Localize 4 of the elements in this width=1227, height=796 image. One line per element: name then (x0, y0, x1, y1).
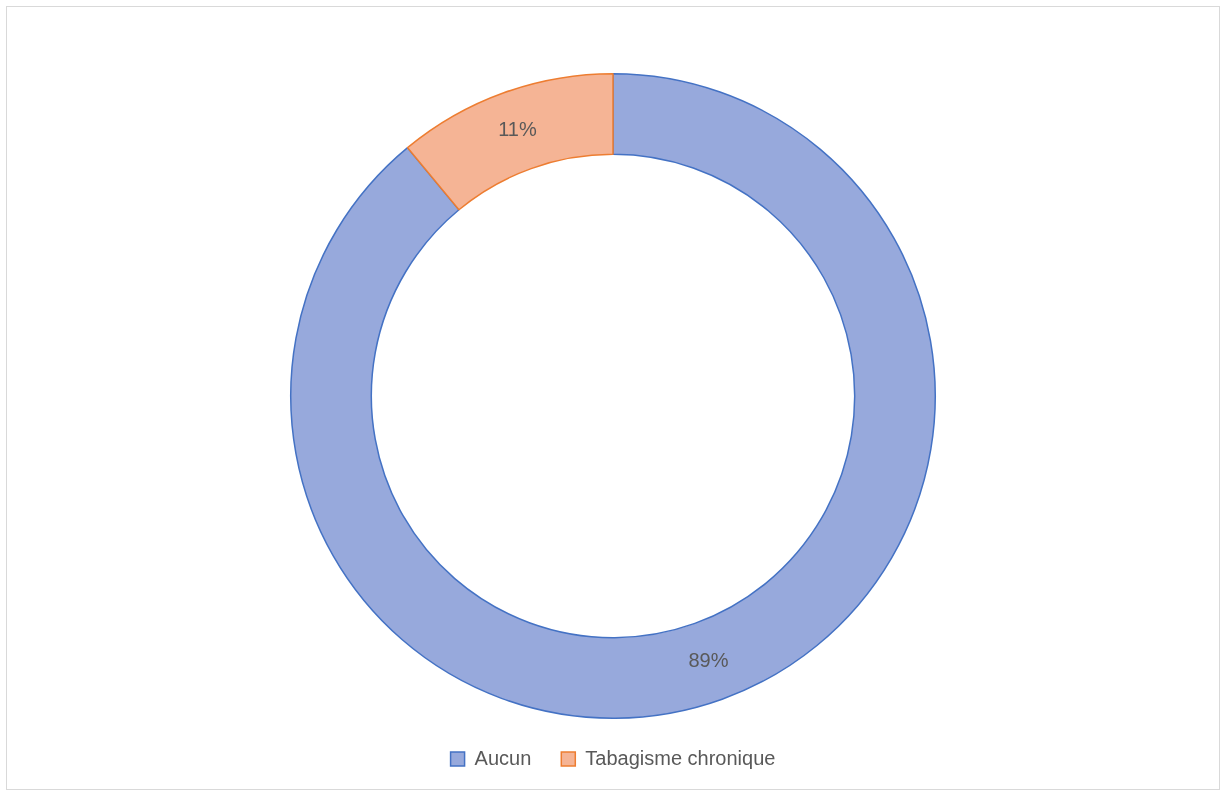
legend-label: Aucun (474, 746, 532, 769)
data-label: 11% (498, 118, 537, 141)
data-label: 89% (688, 648, 729, 671)
legend-label: Tabagisme chronique (585, 746, 776, 769)
